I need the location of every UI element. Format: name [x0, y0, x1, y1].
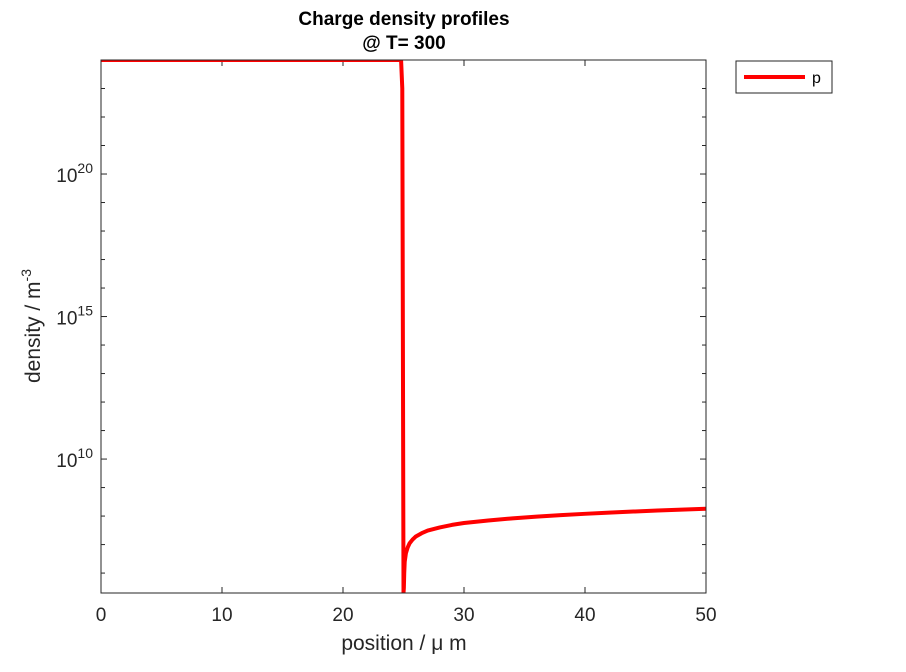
plot-box [100, 59, 707, 594]
legend: p [735, 60, 833, 94]
x-axis-label: position / μ m [341, 632, 466, 655]
x-tick-label: 30 [453, 605, 474, 626]
x-tick-label: 50 [695, 605, 716, 626]
legend-label-p: p [812, 70, 821, 87]
y-axis-label: density / m-3 [18, 269, 45, 383]
series-line-p [101, 60, 706, 593]
chart-subtitle: @ T= 300 [362, 33, 446, 54]
series-layer [101, 60, 706, 593]
chart-title: Charge density profiles [298, 9, 509, 30]
x-tick-label: 0 [96, 605, 107, 626]
y-tick-labels: 1010 1015 1020 [56, 160, 93, 472]
x-tick-labels: 0 10 20 30 40 50 [96, 605, 717, 626]
y-tick-label: 1010 [56, 445, 93, 472]
x-tick-label: 40 [574, 605, 595, 626]
y-tick-label: 1020 [56, 160, 93, 187]
x-tick-label: 20 [332, 605, 353, 626]
y-tick-label: 1015 [56, 303, 93, 330]
x-tick-label: 10 [211, 605, 232, 626]
